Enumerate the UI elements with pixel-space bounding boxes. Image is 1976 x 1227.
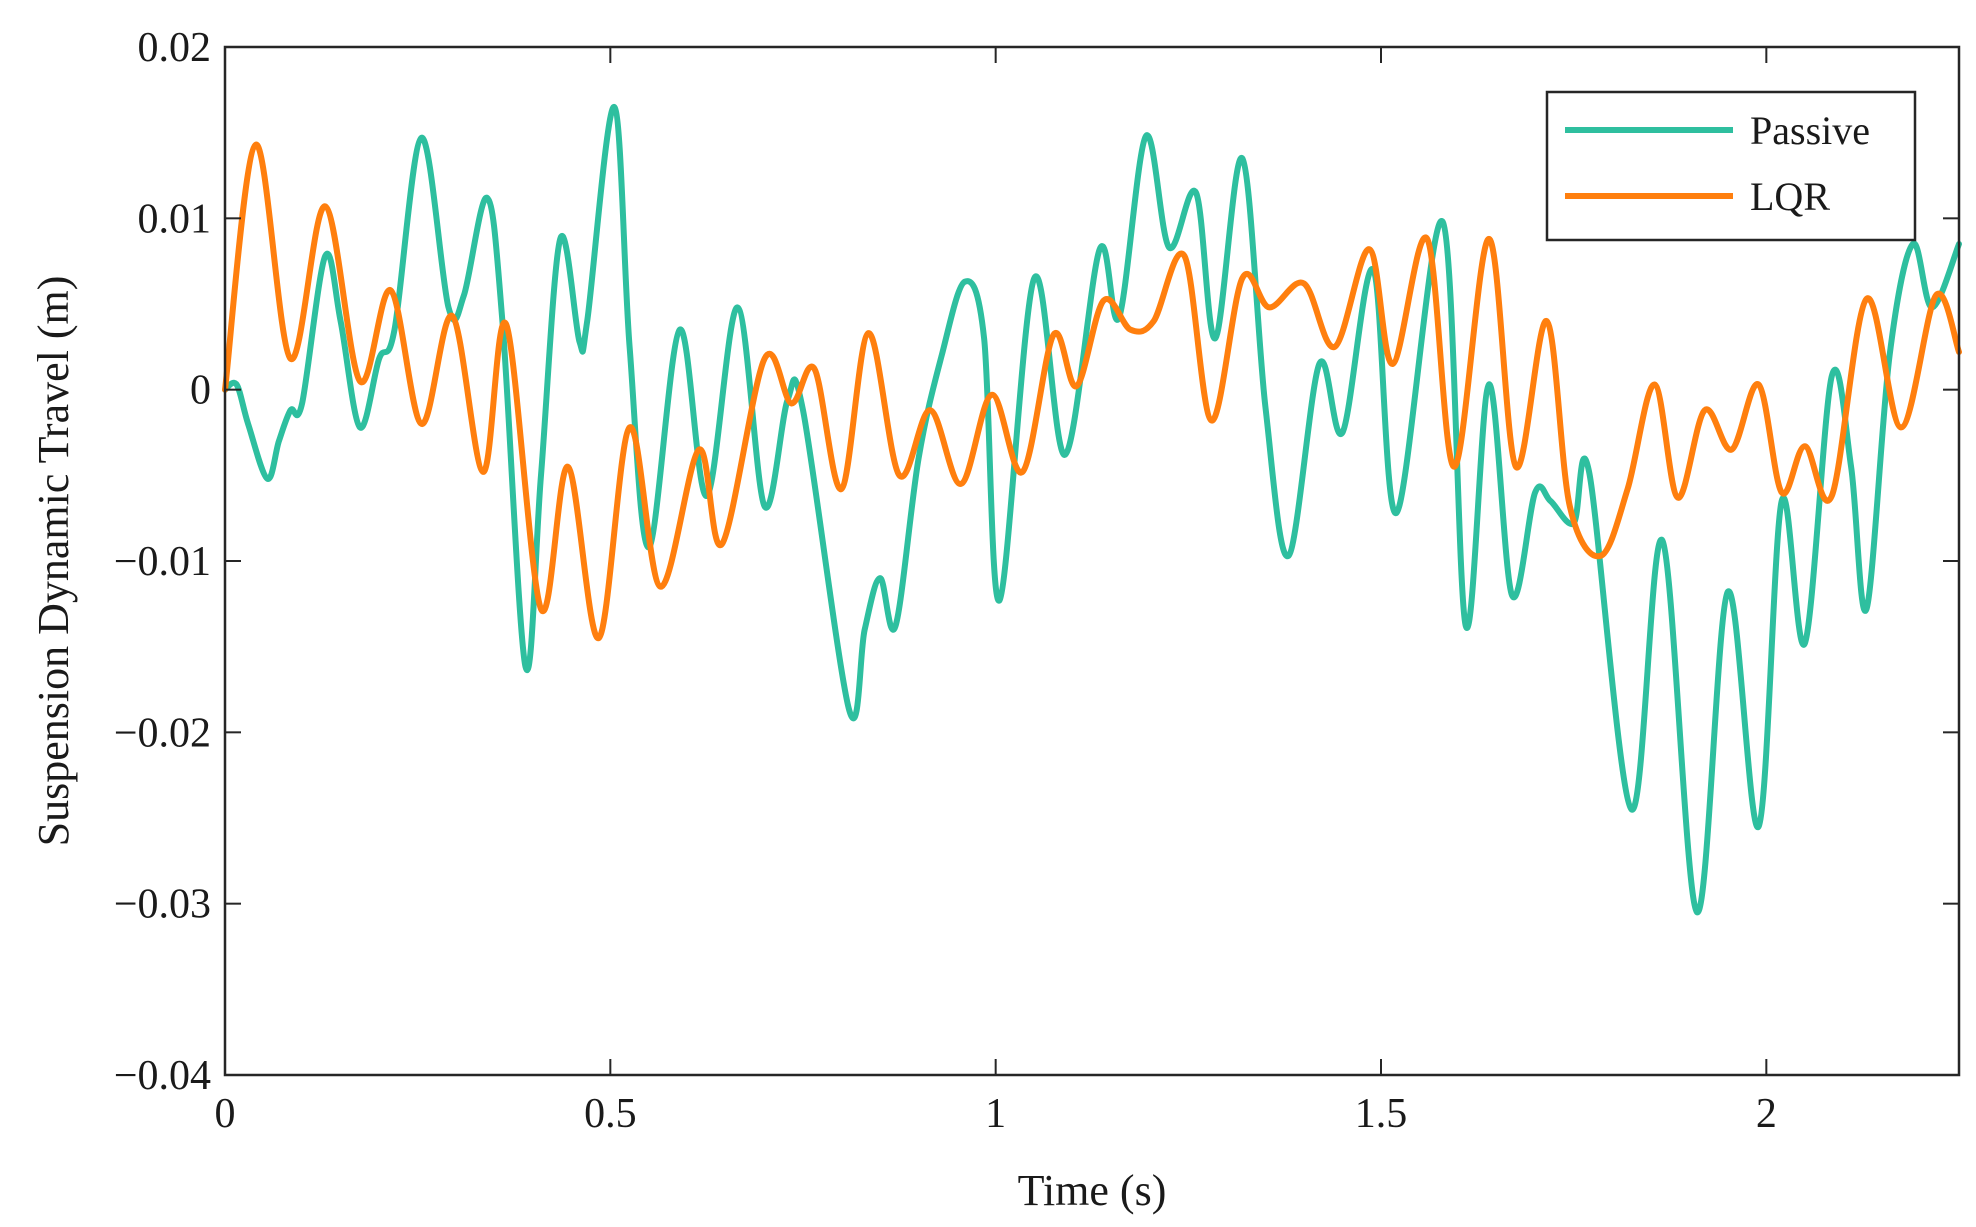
y-tick-label: 0.01 [138, 196, 212, 242]
legend-label-passive: Passive [1750, 108, 1870, 153]
x-tick-label: 0 [215, 1091, 236, 1137]
y-tick-label: −0.02 [114, 710, 211, 756]
legend-box [1545, 90, 1917, 242]
series-layer [222, 103, 1962, 916]
x-tick-label: 1.5 [1355, 1091, 1408, 1137]
x-tick-label: 0.5 [584, 1091, 637, 1137]
legend-label-lqr: LQR [1750, 174, 1830, 219]
y-tick-label: −0.04 [114, 1053, 211, 1099]
y-tick-label: −0.01 [114, 539, 211, 585]
tick-layer: 0 0.5 1 1.5 2 0.02 0.01 0 −0.01 −0.02 −0.03 −0.04 [114, 25, 1959, 1137]
legend: Passive LQR [1545, 90, 1917, 242]
x-tick-label: 1 [985, 1091, 1006, 1137]
y-tick-label: −0.03 [114, 882, 211, 928]
plot-frame [223, 45, 1961, 1077]
series-line-lqr [222, 141, 1962, 642]
y-tick-label: 0.02 [138, 25, 212, 71]
x-tick-label: 2 [1756, 1091, 1777, 1137]
y-tick-label: 0 [190, 368, 211, 414]
y-axis-label: Suspension Dynamic Travel (m) [29, 276, 78, 847]
x-axis-label: Time (s) [1018, 1166, 1167, 1215]
